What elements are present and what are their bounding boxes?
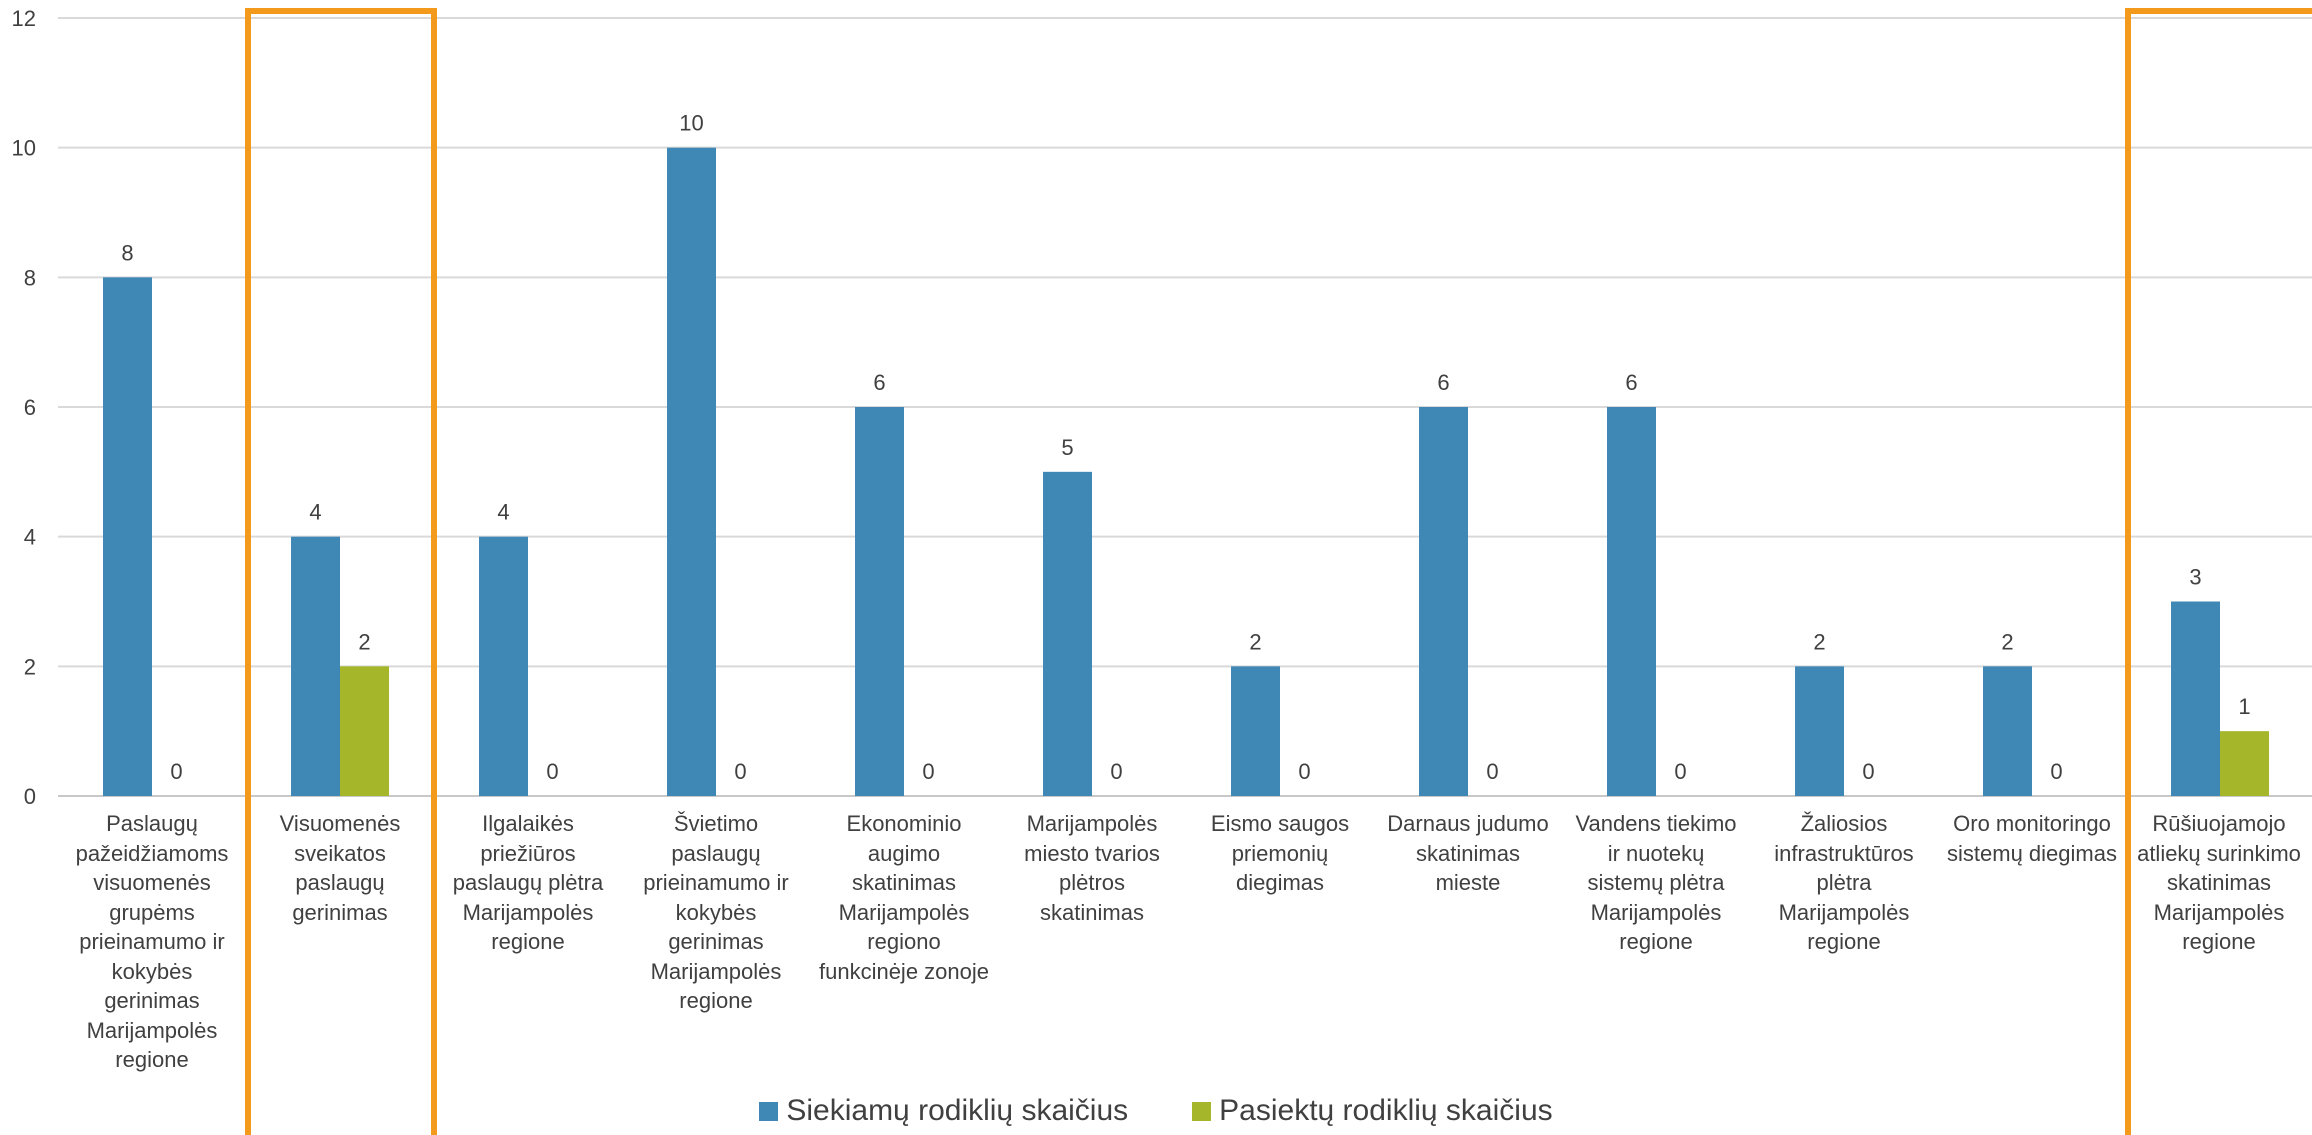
x-tick-label: Ilgalaikės priežiūros paslaugų plėtra Ma… (452, 811, 604, 954)
legend: Siekiamų rodiklių skaičius Pasiektų rodi… (0, 1094, 2312, 1128)
legend-item-achieved: Pasiektų rodiklių skaičius (1192, 1094, 1553, 1128)
data-label: 0 (1110, 759, 1122, 784)
data-label: 0 (1298, 759, 1310, 784)
data-label: 0 (1674, 759, 1686, 784)
bar-achieved (340, 666, 389, 796)
bar-target (1607, 407, 1656, 796)
data-label: 0 (170, 759, 182, 784)
bar-target (855, 407, 904, 796)
bar-target (1043, 471, 1092, 796)
bar-target (2171, 601, 2220, 796)
data-label: 0 (1486, 759, 1498, 784)
legend-label-target: Siekiamų rodiklių skaičius (786, 1094, 1129, 1127)
bar-target (103, 277, 152, 796)
data-label: 2 (1813, 629, 1825, 654)
bar-target (1983, 666, 2032, 796)
data-label: 0 (2050, 759, 2062, 784)
legend-item-target: Siekiamų rodiklių skaičius (759, 1094, 1128, 1128)
data-label: 0 (546, 759, 558, 784)
data-label: 5 (1061, 435, 1073, 460)
y-axis: 0 2 4 6 8 10 12 (12, 6, 36, 809)
y-tick-label: 0 (24, 784, 36, 809)
highlight-boxes (245, 8, 2312, 1135)
data-label: 2 (1249, 629, 1261, 654)
data-label: 3 (2189, 565, 2201, 590)
bar-target (291, 536, 340, 796)
data-label: 0 (922, 759, 934, 784)
bars (103, 147, 2269, 796)
y-tick-label: 2 (24, 654, 36, 679)
x-tick-label: Vandens tiekimo ir nuotekų sistemų plėtr… (1575, 811, 1737, 954)
x-tick-label: Marijampolės miesto tvarios plėtros skat… (1024, 811, 1160, 925)
data-label: 10 (679, 111, 703, 136)
bar-target (479, 536, 528, 796)
x-tick-label: Švietimo paslaugų prieinamumo ir kokybės… (643, 811, 789, 1013)
x-tick-label: Paslaugų pažeidžiamoms visuomenės grupėm… (75, 811, 229, 1072)
legend-swatch-achieved (1192, 1101, 1212, 1121)
legend-swatch-target (759, 1101, 779, 1121)
bar-target (667, 147, 716, 796)
x-tick-label: Eismo saugos priemonių diegimas (1210, 811, 1350, 895)
x-tick-label: Ekonominio augimo skatinimas Marijampolė… (818, 811, 989, 984)
bar-achieved (2220, 731, 2269, 796)
y-tick-label: 12 (12, 6, 36, 31)
x-tick-label: Visuomenės sveikatos paslaugų gerinimas (279, 811, 401, 925)
data-label: 0 (1862, 759, 1874, 784)
x-tick-label: Oro monitoringo sistemų diegimas (1947, 811, 2117, 866)
data-label: 4 (309, 500, 321, 525)
bar-target (1795, 666, 1844, 796)
highlight-box (2125, 8, 2312, 1135)
x-tick-label: Rūšiuojamojo atliekų surinkimo skatinima… (2137, 811, 2301, 954)
legend-label-achieved: Pasiektų rodiklių skaičius (1219, 1094, 1553, 1127)
data-label: 2 (2001, 629, 2013, 654)
x-tick-label: Žaliosios infrastruktūros plėtra Marijam… (1774, 811, 1914, 954)
data-label: 6 (1625, 370, 1637, 395)
highlight-box (245, 8, 437, 1135)
y-tick-label: 8 (24, 265, 36, 290)
bar-target (1419, 407, 1468, 796)
data-label: 1 (2238, 694, 2250, 719)
data-label: 8 (121, 240, 133, 265)
data-labels: 8 0 4 2 4 0 10 0 6 0 5 0 2 0 6 0 6 0 2 0 2 0 3 1 (121, 111, 2250, 784)
y-tick-label: 4 (24, 525, 36, 550)
data-label: 2 (358, 629, 370, 654)
data-label: 6 (1437, 370, 1449, 395)
bar-target (1231, 666, 1280, 796)
y-tick-label: 10 (12, 136, 36, 161)
y-tick-label: 6 (24, 395, 36, 420)
data-label: 4 (497, 500, 509, 525)
data-label: 6 (873, 370, 885, 395)
gridlines (58, 17, 2312, 797)
data-label: 0 (734, 759, 746, 784)
x-tick-label: Darnaus judumo skatinimas mieste (1387, 811, 1549, 895)
